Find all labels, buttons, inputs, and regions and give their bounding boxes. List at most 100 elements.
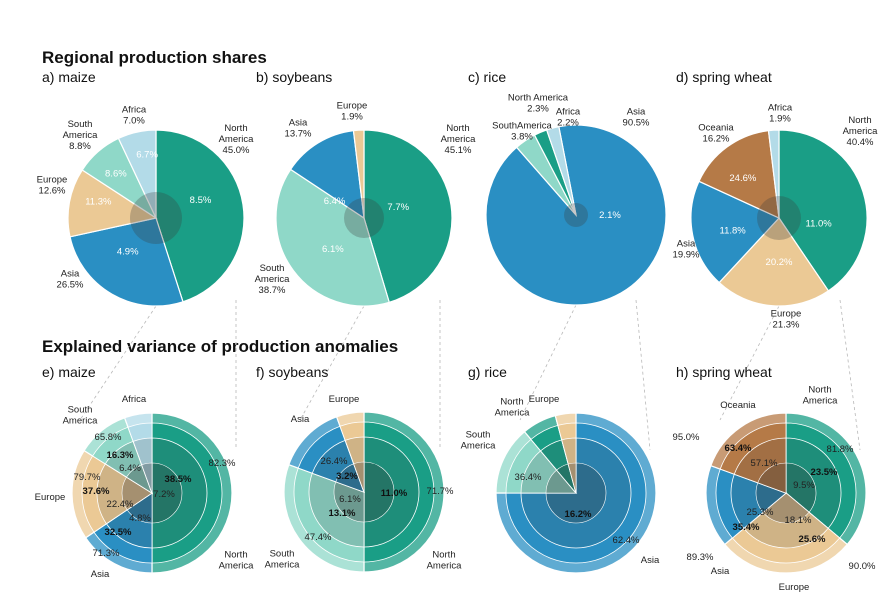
inner-value-asia: 2.1% <box>599 210 621 221</box>
label-africa-line: 7.0% <box>123 116 145 127</box>
slice-group-europe <box>723 492 849 574</box>
outer-value-asia: 89.3% <box>687 552 714 563</box>
core-value-asia: 4.8% <box>129 513 151 524</box>
region-name-south-america-line: South <box>68 405 93 416</box>
label-africa-line: Africa <box>768 103 793 114</box>
outer-value-south-america: 47.4% <box>305 532 332 543</box>
inner-value-asia: 6.4% <box>324 196 346 207</box>
core-value-south-america: 6.1% <box>339 494 361 505</box>
slice-africa <box>117 129 157 219</box>
core-value-europe: 18.1% <box>785 515 812 526</box>
slice-group-europe <box>554 412 577 494</box>
region-name-north-america-line: North <box>500 397 523 408</box>
label-north-america-line: North <box>446 123 469 134</box>
region-name-europe-line: Europe <box>35 492 66 503</box>
inner-value-africa: 6.7% <box>136 150 158 161</box>
label-europe-line: 12.6% <box>39 186 66 197</box>
explained-variance-core <box>130 192 182 244</box>
core-europe <box>567 462 577 494</box>
region-name-north-america-line: North <box>808 385 831 396</box>
label-south-america-line: South <box>260 263 285 274</box>
label-africa: Africa 2.2% <box>556 107 581 129</box>
panel-title: g) rice <box>468 364 507 380</box>
connector-line <box>839 299 861 451</box>
connector-lines <box>79 299 861 451</box>
label-south-america-line: SouthAmerica <box>492 121 552 132</box>
core-value-north-america: 7.2% <box>153 489 175 500</box>
slice-group-north-america <box>785 412 867 546</box>
region-name-europe-line: Europe <box>529 394 560 405</box>
mid-value-south-america: 16.3% <box>107 450 134 461</box>
mid-value-asia: 35.4% <box>733 522 760 533</box>
slice-north-america <box>778 129 868 292</box>
core-value-south-america: 6.4% <box>119 463 141 474</box>
region-name-asia-line: Asia <box>291 414 310 425</box>
slice-group-oceania <box>710 412 787 494</box>
label-north-america-line: America <box>219 134 255 145</box>
slice-group-asia <box>705 464 788 546</box>
label-asia-line: Asia <box>289 118 308 129</box>
inner-value-oceania: 24.6% <box>729 173 756 184</box>
label-oceania-line: 16.2% <box>703 134 730 145</box>
core-europe <box>353 461 365 493</box>
mid-value-asia: 3.2% <box>336 471 358 482</box>
label-south-america-line: South <box>68 119 93 130</box>
region-name-south-america-line: America <box>461 441 497 452</box>
region-name-north-america-line: North <box>224 550 247 561</box>
region-name-europe: Europe <box>529 394 560 405</box>
region-name-north-america-line: America <box>427 561 463 572</box>
label-north-america-line: 45.0% <box>223 145 250 156</box>
label-asia-line: 90.5% <box>623 118 650 129</box>
label-north-america-line: North <box>848 115 871 126</box>
region-name-south-america-line: South <box>270 549 295 560</box>
inner-value-europe: 11.3% <box>85 196 112 207</box>
pie-c-rice: c) rice 2.1% Asia 90.5% SouthAmerica 3.8% Nort… <box>468 69 667 306</box>
region-name-europe: Europe <box>35 492 66 503</box>
label-europe-line: Europe <box>37 175 68 186</box>
slice-europe <box>352 129 365 219</box>
label-north-america: North America 2.3% <box>508 93 569 115</box>
slice-asia <box>690 180 781 284</box>
panel-title: f) soybeans <box>256 364 328 380</box>
label-south-america-line: America <box>255 274 291 285</box>
label-africa-line: Africa <box>556 107 581 118</box>
slice-group-africa <box>123 412 153 494</box>
label-north-america-line: America <box>843 126 879 137</box>
label-north-america-line: America <box>441 134 477 145</box>
label-africa: Africa 1.9% <box>768 103 793 125</box>
heading-regional-shares: Regional production shares <box>42 48 267 67</box>
inner-value-north-america: 8.5% <box>190 195 212 206</box>
region-name-south-america: South America <box>265 549 301 571</box>
label-asia: Asia 90.5% <box>623 107 650 129</box>
region-name-south-america: South America <box>63 405 99 427</box>
outer-value-asia: 62.4% <box>613 535 640 546</box>
label-africa-line: Africa <box>122 105 147 116</box>
region-name-asia-line: Asia <box>641 555 660 566</box>
panel-title: h) spring wheat <box>676 364 772 380</box>
label-oceania-line: Oceania <box>698 123 734 134</box>
region-name-asia: Asia <box>91 569 110 580</box>
slice-group-north-america <box>523 414 577 494</box>
outer-value-europe: 79.7% <box>74 472 101 483</box>
label-europe-line: 21.3% <box>773 320 800 331</box>
explained-variance-core <box>757 196 801 240</box>
inner-value-north-america: 11.0% <box>805 219 832 230</box>
label-north-america-line: 2.3% <box>527 104 549 115</box>
inner-value-asia: 4.9% <box>117 247 139 258</box>
inner-value-europe: 20.2% <box>766 257 793 268</box>
label-north-america-line: North America <box>508 93 569 104</box>
core-north-america <box>785 462 817 513</box>
pie-h-spring-wheat: h) spring wheat North America 81.8% 23.5% 9.5… <box>673 364 876 593</box>
panel-title: a) maize <box>42 69 96 85</box>
label-asia: Asia 19.9% <box>673 239 700 261</box>
region-name-asia: Asia <box>641 555 660 566</box>
inner-value-south-america: 6.1% <box>322 244 344 255</box>
label-north-america-line: 40.4% <box>847 137 874 148</box>
panel-title: e) maize <box>42 364 96 380</box>
label-asia: Asia 26.5% <box>57 269 84 291</box>
